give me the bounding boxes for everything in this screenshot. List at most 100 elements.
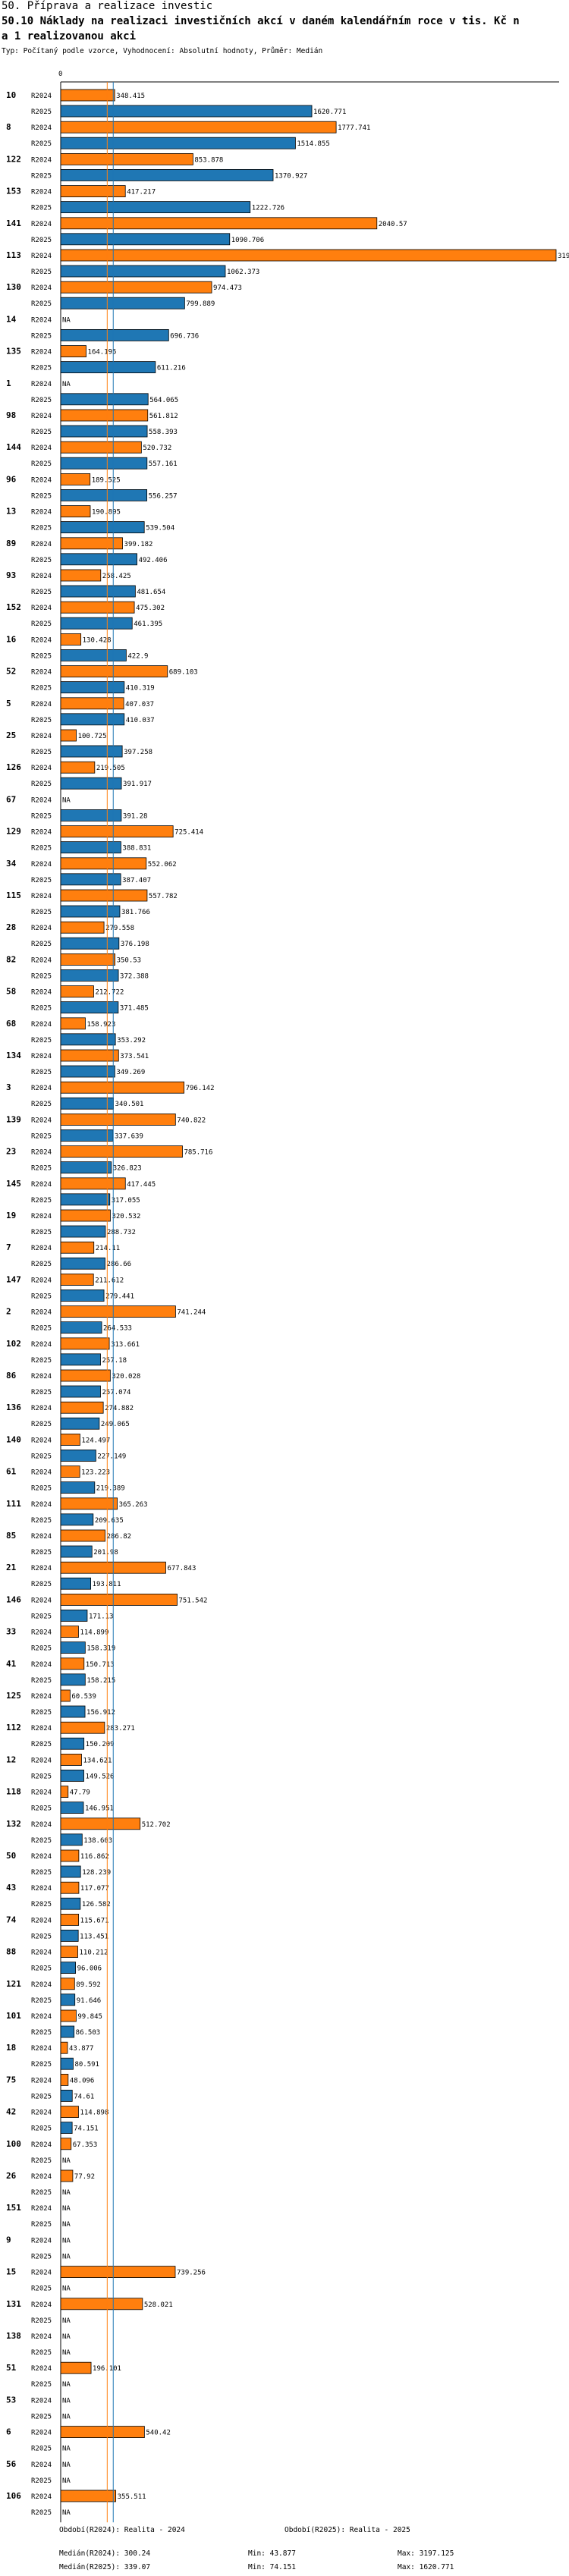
series-label-r2025: R2025 [31,2221,52,2229]
bar-r2024 [60,1657,85,1670]
series-label-r2024: R2024 [31,2109,52,2117]
series-label-r2024: R2024 [31,2461,52,2469]
value-label-r2024: 114.899 [80,1629,108,1637]
bar-r2024 [60,2426,145,2439]
series-label-r2025: R2025 [31,2125,52,2133]
bar-r2024 [60,1209,111,1222]
value-label-r2025: 126.582 [82,1901,111,1908]
series-label-r2025: R2025 [31,1869,52,1877]
value-label-r2024: 475.302 [136,605,165,612]
series-label-r2024: R2024 [31,1373,52,1381]
bar-r2025 [60,2057,74,2070]
group-label: 42 [6,2107,16,2117]
value-label-r2024: NA [62,796,71,804]
bar-r2024 [60,249,557,262]
series-label-r2025: R2025 [31,2253,52,2260]
value-label-r2024: NA [62,2237,71,2245]
series-label-r2024: R2024 [31,93,52,100]
series-label-r2025: R2025 [31,1677,52,1685]
series-label-r2025: R2025 [31,108,52,116]
value-label-r2024: 741.244 [177,1309,206,1317]
series-label-r2025: R2025 [31,172,52,180]
value-label-r2024: 286.82 [107,1533,132,1541]
bar-r2025 [60,649,127,661]
value-label-r2025: 556.257 [149,492,178,500]
value-label-r2024: 150.713 [86,1661,115,1669]
bar-r2025 [60,681,125,693]
bar-r2024 [60,1881,80,1894]
group-label: 98 [6,410,16,420]
series-label-r2025: R2025 [31,2509,52,2517]
value-label-r2024: 561.812 [149,413,178,420]
value-label-r2024: 48.096 [70,2077,95,2084]
value-label-r2024: 190.895 [92,509,121,517]
series-label-r2025: R2025 [31,877,52,884]
bar-r2024 [60,2169,74,2182]
bar-r2025 [60,713,125,726]
bar-r2025 [60,1129,114,1142]
bar-r2024 [60,1626,79,1638]
series-label-r2024: R2024 [31,573,52,580]
value-label-r2025: 286.66 [107,1261,132,1268]
value-label-r2025: 564.065 [149,397,178,404]
value-label-r2025: 1222.726 [252,205,284,212]
value-label-r2024: 399.182 [124,541,153,548]
bar-r2025 [60,1385,101,1398]
bar-r2024 [60,2106,79,2119]
value-label-r2025: 150.209 [86,1741,115,1748]
series-label-r2024: R2024 [31,1085,52,1092]
bar-r2025 [60,1577,91,1590]
bar-r2025 [60,1225,106,1238]
group-label: 144 [6,442,21,452]
bar-r2025 [60,937,120,950]
value-label-r2024: 540.42 [146,2430,171,2437]
bar-r2024 [60,2009,77,2022]
series-label-r2024: R2024 [31,2013,52,2021]
group-label: 132 [6,1819,21,1829]
value-label-r2024: 3197.125 [558,253,569,260]
bar-r2025 [60,777,122,790]
bar-r2024 [60,2298,143,2311]
series-label-r2025: R2025 [31,397,52,404]
series-label-r2025: R2025 [31,1837,52,1845]
value-label-r2024: NA [62,2333,71,2341]
value-label-r2024: 520.732 [143,445,171,452]
bar-r2025 [60,1513,94,1526]
value-label-r2024: 853.878 [194,156,223,164]
value-label-r2025: 257.074 [102,1389,131,1396]
bar-r2025 [60,585,136,598]
bar-r2024 [60,1721,105,1734]
group-label: 86 [6,1371,17,1381]
group-label: 58 [6,987,16,997]
series-label-r2025: R2025 [31,2061,52,2069]
series-label-r2025: R2025 [31,812,52,820]
series-label-r2024: R2024 [31,124,52,132]
series-label-r2025: R2025 [31,2157,52,2165]
series-label-r2025: R2025 [31,2349,52,2357]
bar-r2025 [60,1033,116,1046]
series-label-r2024: R2024 [31,1277,52,1284]
header-title: 50. Příprava a realizace investic [2,0,213,12]
group-label: 118 [6,1787,21,1797]
group-label: 23 [6,1147,16,1157]
series-label-r2024: R2024 [31,349,52,357]
value-label-r2024: 365.263 [119,1501,148,1509]
bar-r2024 [60,921,105,934]
group-label: 140 [6,1434,21,1444]
group-label: 34 [6,859,17,869]
series-label-r2025: R2025 [31,749,52,756]
value-label-r2024: 1777.741 [338,124,370,132]
series-label-r2024: R2024 [31,701,52,708]
bar-r2025 [60,809,122,821]
value-label-r2025: 317.055 [112,1197,140,1205]
series-label-r2025: R2025 [31,2413,52,2420]
value-label-r2024: 279.558 [105,925,134,932]
bar-r2025 [60,393,149,406]
value-label-r2025: 86.503 [76,2029,101,2037]
bar-r2025 [60,328,169,341]
series-label-r2024: R2024 [31,2430,52,2437]
value-label-r2024: 512.702 [142,1821,171,1829]
value-label-r2024: NA [62,2461,71,2469]
value-label-r2024: 740.822 [177,1117,206,1124]
value-label-r2025: 201.98 [93,1549,118,1557]
